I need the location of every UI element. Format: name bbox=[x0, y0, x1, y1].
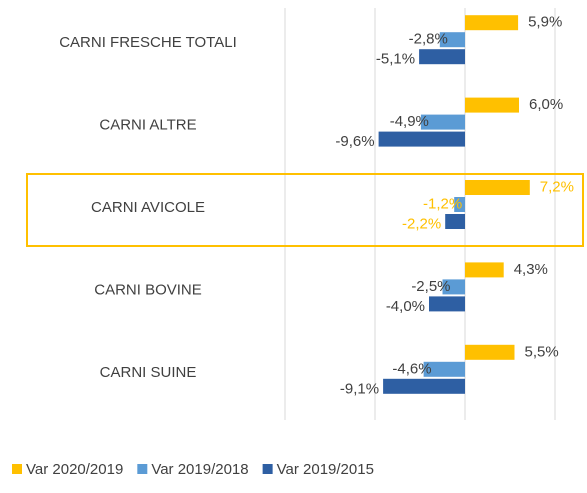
bar bbox=[439, 32, 465, 48]
value-label: 5,5% bbox=[525, 343, 559, 360]
highlight-box bbox=[26, 173, 584, 247]
value-label: -4,9% bbox=[390, 113, 429, 130]
bar bbox=[465, 97, 519, 113]
legend-label: Var 2019/2018 bbox=[151, 461, 248, 478]
value-label: -2,5% bbox=[411, 278, 450, 295]
category-label: CARNI AVICOLE bbox=[91, 199, 205, 216]
value-label: 7,2% bbox=[540, 178, 574, 195]
bar bbox=[378, 131, 465, 147]
value-label: -4,6% bbox=[392, 360, 431, 377]
category-label: CARNI FRESCHE TOTALI bbox=[59, 34, 237, 51]
value-label: -9,1% bbox=[340, 380, 379, 397]
bar bbox=[445, 214, 465, 229]
category-label: CARNI BOVINE bbox=[94, 281, 202, 298]
value-label: 4,3% bbox=[514, 261, 548, 278]
legend-label: Var 2019/2015 bbox=[277, 461, 374, 478]
bar bbox=[419, 49, 465, 65]
category-label: CARNI SUINE bbox=[100, 364, 197, 381]
legend-swatch bbox=[12, 464, 22, 474]
bar bbox=[383, 378, 465, 394]
bar bbox=[442, 279, 465, 295]
value-label: -4,0% bbox=[386, 298, 425, 315]
bar bbox=[465, 344, 515, 360]
category-label: CARNI ALTRE bbox=[99, 117, 196, 134]
bar bbox=[429, 296, 465, 312]
value-label: 5,9% bbox=[528, 14, 562, 31]
bar bbox=[420, 114, 465, 130]
value-label: -2,2% bbox=[402, 215, 441, 232]
legend-swatch bbox=[262, 464, 273, 474]
bar bbox=[465, 180, 530, 195]
value-label: -5,1% bbox=[376, 51, 415, 68]
value-label: -9,6% bbox=[335, 133, 374, 150]
legend-label: Var 2020/2019 bbox=[26, 461, 123, 478]
value-label: -2,8% bbox=[409, 31, 448, 48]
value-label: 6,0% bbox=[529, 96, 563, 113]
value-label: -1,2% bbox=[423, 195, 462, 212]
legend-swatch bbox=[137, 464, 148, 474]
bar bbox=[465, 15, 519, 31]
bar bbox=[423, 361, 465, 377]
bar bbox=[454, 197, 465, 212]
bar bbox=[465, 262, 504, 278]
